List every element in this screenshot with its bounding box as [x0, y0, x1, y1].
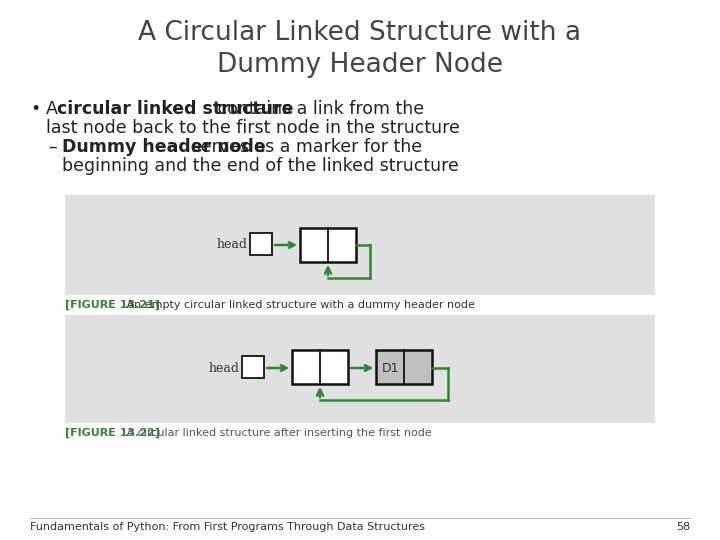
Text: –: –	[48, 138, 57, 156]
Text: [FIGURE 13.21]: [FIGURE 13.21]	[65, 300, 160, 310]
Text: A: A	[46, 100, 63, 118]
Text: [FIGURE 13.22]: [FIGURE 13.22]	[65, 428, 160, 438]
Text: •: •	[30, 100, 40, 118]
Text: beginning and the end of the linked structure: beginning and the end of the linked stru…	[62, 157, 459, 175]
Text: contains a link from the: contains a link from the	[212, 100, 424, 118]
Text: head: head	[217, 239, 248, 252]
Bar	[242, 356, 264, 378]
Text: A Circular Linked Structure with a: A Circular Linked Structure with a	[138, 20, 582, 46]
Text: serves as a marker for the: serves as a marker for the	[186, 138, 422, 156]
Text: Dummy header node: Dummy header node	[62, 138, 266, 156]
Text: circular linked structure: circular linked structure	[57, 100, 294, 118]
Text: Fundamentals of Python: From First Programs Through Data Structures: Fundamentals of Python: From First Progr…	[30, 522, 425, 532]
Text: head: head	[209, 361, 240, 375]
Bar	[65, 195, 655, 295]
Bar	[65, 315, 655, 423]
Bar	[292, 350, 348, 384]
Bar	[376, 350, 432, 384]
Text: 58: 58	[676, 522, 690, 532]
Text: An empty circular linked structure with a dummy header node: An empty circular linked structure with …	[123, 300, 475, 310]
Bar	[250, 233, 272, 255]
Text: D1: D1	[382, 361, 399, 375]
Text: last node back to the first node in the structure: last node back to the first node in the …	[46, 119, 460, 137]
Text: Dummy Header Node: Dummy Header Node	[217, 52, 503, 78]
Text: A circular linked structure after inserting the first node: A circular linked structure after insert…	[123, 428, 432, 438]
Bar	[300, 228, 356, 262]
